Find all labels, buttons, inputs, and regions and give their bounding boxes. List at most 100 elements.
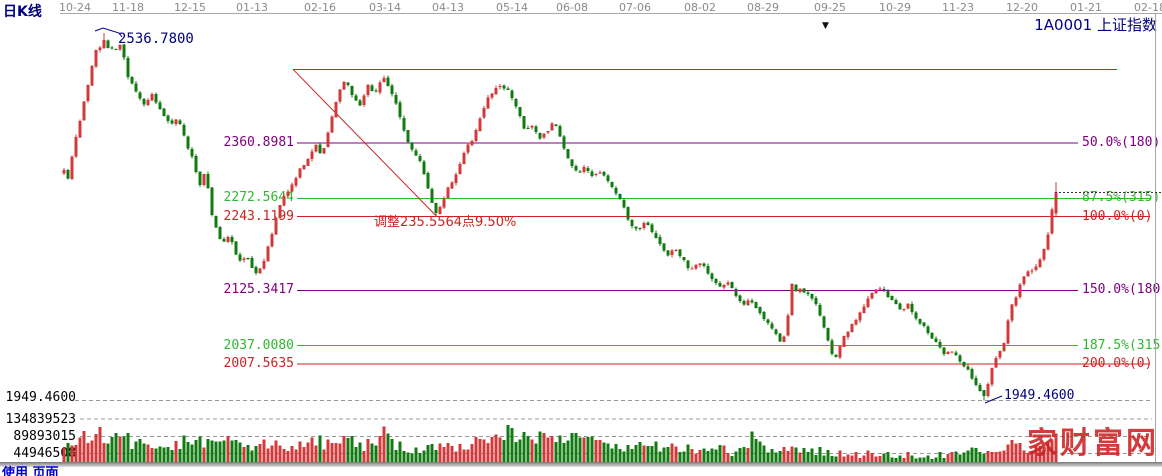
candle [766, 319, 770, 324]
volume-gridline-label-1: 134839523 [5, 412, 76, 427]
candle [770, 323, 774, 329]
candle [678, 249, 682, 257]
candle [890, 296, 894, 300]
chart-period-label: 日K线 [3, 4, 42, 20]
candle [74, 136, 78, 157]
candle [510, 90, 514, 99]
date-tick-label: 12-20 [1006, 1, 1038, 14]
volume-bar [1026, 452, 1030, 463]
candle [734, 288, 738, 297]
volume-bar [282, 448, 286, 463]
volume-bar [330, 442, 334, 463]
volume-bar [870, 453, 874, 463]
fib-price-label: 2125.3417 [223, 282, 294, 298]
volume-bar [270, 445, 274, 463]
candle [718, 282, 722, 287]
volume-bar [910, 455, 914, 463]
candlestick-series [62, 32, 1058, 401]
volume-bar [602, 442, 606, 463]
candle [874, 289, 878, 294]
candle [374, 90, 378, 92]
volume-bar [898, 455, 902, 463]
volume-bar [738, 448, 742, 463]
candle [438, 206, 442, 215]
volume-bar [830, 456, 834, 463]
candle [562, 136, 566, 149]
volume-bar [746, 448, 750, 463]
volume-bar [286, 450, 290, 463]
volume-bar [742, 446, 746, 463]
volume-bar [74, 445, 78, 463]
candle [442, 198, 446, 208]
date-tick-label: 01-13 [236, 1, 268, 14]
volume-bar [526, 435, 530, 463]
candle [790, 283, 794, 315]
candle [590, 171, 594, 176]
date-tick-label: 10-29 [879, 1, 911, 14]
volume-bar [322, 449, 326, 463]
candle [302, 165, 306, 169]
volume-bar [970, 447, 974, 463]
volume-bar [546, 437, 550, 463]
candle [450, 182, 454, 189]
volume-bar [562, 442, 566, 463]
fib-percent-label: 50.0%(180) [1082, 135, 1161, 151]
volume-bar [242, 447, 246, 463]
volume-bar [986, 451, 990, 463]
candle [722, 285, 726, 288]
candle [666, 250, 670, 256]
volume-bar [478, 439, 482, 463]
candle [942, 347, 946, 355]
volume-bar [198, 436, 202, 463]
candle [670, 250, 674, 255]
fib-percent-label: 87.5%(315) [1082, 190, 1161, 206]
volume-bar [514, 441, 518, 463]
volume-bar [90, 440, 94, 463]
candle [434, 202, 438, 214]
candle [586, 167, 590, 172]
candle [458, 163, 462, 175]
volume-bar [626, 444, 630, 463]
volume-bar [810, 448, 814, 463]
candle [598, 172, 602, 174]
candle [138, 92, 142, 99]
candle [870, 293, 874, 299]
dropdown-arrow-icon[interactable]: ▼ [822, 21, 829, 31]
volume-bar [146, 444, 150, 463]
candle [354, 95, 358, 101]
volume-bar [866, 450, 870, 463]
volume-bar [578, 437, 582, 463]
volume-bar [862, 455, 866, 463]
fib-price-label: 2037.0080 [223, 337, 294, 353]
candle [322, 147, 326, 154]
volume-bar [782, 446, 786, 463]
volume-bar [610, 448, 614, 463]
volume-bar [374, 445, 378, 463]
volume-bar [718, 445, 722, 463]
volume-bar [118, 436, 122, 463]
volume-bar [698, 450, 702, 463]
volume-bar [686, 444, 690, 463]
candle [490, 93, 494, 98]
candle [998, 351, 1002, 358]
volume-bar [674, 446, 678, 463]
candle [146, 99, 150, 105]
date-tick-label: 03-14 [369, 1, 401, 14]
fib-percent-label: 187.5%(315) [1082, 337, 1162, 353]
volume-bar [622, 451, 626, 463]
volume-gridline-label-2: 89893015 [13, 429, 76, 444]
candle [662, 243, 666, 251]
candle [970, 369, 974, 379]
volume-bar [490, 436, 494, 463]
date-tick-label: 08-02 [684, 1, 716, 14]
volume-bar [994, 451, 998, 463]
volume-bar [266, 448, 270, 463]
candle [866, 298, 870, 307]
volume-bar [398, 441, 402, 463]
volume-bar [930, 458, 934, 463]
candle [474, 130, 478, 142]
volume-bar [158, 446, 162, 463]
volume-bar [918, 457, 922, 463]
volume-bar [974, 447, 978, 463]
